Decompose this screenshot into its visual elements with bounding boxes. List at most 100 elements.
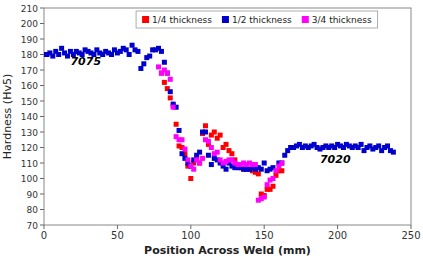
plot-frame xyxy=(44,8,411,225)
y-tick xyxy=(40,163,44,164)
point xyxy=(200,156,205,161)
legend-frame xyxy=(136,11,378,28)
y-tick xyxy=(40,147,44,148)
point xyxy=(271,184,276,189)
point xyxy=(215,150,220,155)
point xyxy=(50,54,55,59)
y-tick-label: 160 xyxy=(21,81,38,91)
point xyxy=(212,130,217,135)
point xyxy=(168,89,173,94)
y-tick xyxy=(40,8,44,9)
point xyxy=(179,151,184,156)
x-tick-label: 200 xyxy=(328,230,347,241)
series xyxy=(44,43,396,174)
x-tick xyxy=(190,225,191,229)
point xyxy=(209,162,214,167)
legend-swatch xyxy=(222,16,229,23)
point xyxy=(185,157,190,162)
point xyxy=(206,139,211,144)
y-tick-label: 130 xyxy=(21,128,38,138)
y-tick-label: 190 xyxy=(21,35,38,45)
y-tick xyxy=(40,23,44,24)
series xyxy=(156,64,284,202)
x-tick xyxy=(337,225,338,229)
y-tick xyxy=(40,54,44,55)
point xyxy=(273,168,278,173)
x-axis-label: Position Across Weld (mm) xyxy=(144,244,311,257)
y-tick xyxy=(40,116,44,117)
point xyxy=(218,133,223,138)
point xyxy=(376,143,381,148)
y-tick-label: 180 xyxy=(21,50,38,60)
point xyxy=(168,77,173,82)
y-tick xyxy=(40,39,44,40)
x-tick xyxy=(117,225,118,229)
y-tick-label: 150 xyxy=(21,97,38,107)
x-tick-label: 150 xyxy=(255,230,274,241)
point xyxy=(141,61,146,66)
y-tick xyxy=(40,132,44,133)
y-tick-label: 170 xyxy=(21,66,38,76)
legend-swatch xyxy=(302,16,309,23)
chart: 0501001502002507080901001101201301401501… xyxy=(0,0,423,259)
y-tick xyxy=(40,85,44,86)
y-tick xyxy=(40,178,44,179)
point xyxy=(203,123,208,128)
point xyxy=(391,150,396,155)
y-tick-label: 70 xyxy=(27,221,39,231)
point xyxy=(279,161,284,166)
x-tick xyxy=(44,225,45,229)
point xyxy=(127,52,132,57)
point xyxy=(206,153,211,158)
point xyxy=(174,122,179,127)
point xyxy=(56,52,61,57)
point xyxy=(165,71,170,76)
y-tick xyxy=(40,70,44,71)
y-tick-label: 110 xyxy=(21,159,38,169)
point xyxy=(259,167,264,172)
series xyxy=(159,71,284,198)
y-tick-label: 210 xyxy=(21,4,38,14)
point xyxy=(109,52,114,57)
x-tick-label: 50 xyxy=(111,230,124,241)
legend-label: 1/4 thickness xyxy=(152,15,212,25)
annotation: 7075 xyxy=(70,55,101,68)
point xyxy=(359,142,364,147)
point xyxy=(130,43,135,48)
point xyxy=(279,168,284,173)
point xyxy=(262,161,267,166)
y-tick-label: 140 xyxy=(21,112,38,122)
point xyxy=(135,49,140,54)
legend-swatch xyxy=(142,16,149,23)
point xyxy=(224,167,229,172)
point xyxy=(124,47,129,52)
x-tick xyxy=(411,225,412,229)
legend: 1/4 thickness 1/2 thickness 3/4 thickness xyxy=(136,11,378,28)
y-tick-label: 120 xyxy=(21,143,38,153)
point xyxy=(168,95,173,100)
y-tick-label: 80 xyxy=(27,205,39,215)
point xyxy=(203,130,208,135)
points xyxy=(44,43,396,203)
annotation: 7020 xyxy=(320,153,351,166)
point xyxy=(197,161,202,166)
point xyxy=(224,142,229,147)
point xyxy=(253,162,258,167)
point xyxy=(162,60,167,65)
y-tick-label: 90 xyxy=(27,190,39,200)
y-tick xyxy=(40,225,44,226)
legend-label: 3/4 thickness xyxy=(312,15,372,25)
point xyxy=(156,64,161,69)
x-tick-label: 100 xyxy=(181,230,200,241)
point xyxy=(165,71,170,76)
point xyxy=(282,153,287,158)
point xyxy=(265,182,270,187)
point xyxy=(209,145,214,150)
point xyxy=(182,147,187,152)
legend-item: 1/4 thickness xyxy=(142,15,212,25)
point xyxy=(197,161,202,166)
y-tick xyxy=(40,209,44,210)
legend-item: 1/2 thickness xyxy=(222,15,292,25)
x-tick-label: 0 xyxy=(41,230,47,241)
point xyxy=(147,54,152,59)
